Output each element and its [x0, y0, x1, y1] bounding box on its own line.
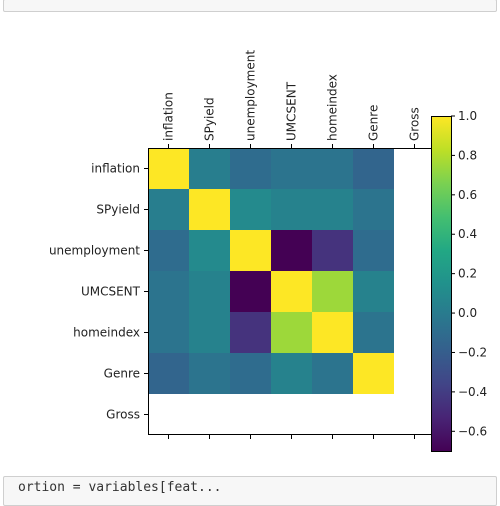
- heatmap-cell: [312, 230, 353, 271]
- x-tick-label: unemployment: [244, 50, 258, 141]
- heatmap-cell: [353, 230, 394, 271]
- colorbar-tick-label: −0.2: [458, 345, 487, 359]
- y-tick-label: UMCSENT: [81, 285, 141, 299]
- cell-output: inflation SPyield unemployment UMCSENT homei…: [49, 50, 487, 452]
- colorbar-tick-label: 0.0: [458, 306, 477, 320]
- x-tick-label: homeindex: [326, 74, 340, 141]
- heatmap-cell: [271, 353, 312, 394]
- heatmap-cell: [189, 271, 230, 312]
- colorbar-tick-label: −0.4: [458, 385, 487, 399]
- heatmap-cell: [230, 312, 271, 353]
- x-tick-label: UMCSENT: [285, 81, 299, 141]
- heatmap-cell: [312, 189, 353, 230]
- heatmap-cell: [230, 271, 271, 312]
- colorbar-tick-label: 0.4: [458, 227, 477, 241]
- heatmap-cell: [271, 189, 312, 230]
- colorbar: [431, 116, 452, 452]
- colorbar-tick-label: −0.6: [458, 424, 487, 438]
- heatmap-cell: [148, 271, 189, 312]
- colorbar-tick-label: 0.2: [458, 267, 477, 281]
- y-tick-label: SPyield: [96, 203, 140, 217]
- heatmap-cell: [148, 312, 189, 353]
- y-tick-label: unemployment: [49, 244, 140, 258]
- heatmap-cell: [148, 189, 189, 230]
- code-cell-top[interactable]: [3, 0, 497, 12]
- heatmap-cell: [148, 148, 189, 189]
- heatmap-cell: [271, 148, 312, 189]
- y-tick-label: homeindex: [73, 326, 140, 340]
- heatmap-cell: [230, 189, 271, 230]
- correlation-heatmap: inflation SPyield unemployment UMCSENT homei…: [49, 50, 487, 452]
- heatmap-cell: [230, 148, 271, 189]
- colorbar-ticks: 1.0 0.8 0.6 0.4 0.2 0.0 −0.2 −0.4 −0.6: [451, 109, 487, 438]
- heatmap-cell: [189, 353, 230, 394]
- code-line: ortion = variables[feat...: [18, 480, 222, 495]
- colorbar-tick-label: 1.0: [458, 109, 477, 123]
- heatmap-cell: [189, 230, 230, 271]
- heatmap-cell: [189, 312, 230, 353]
- heatmap-cell: [312, 271, 353, 312]
- x-tick-label: SPyield: [203, 97, 217, 141]
- heatmap-cell: [312, 148, 353, 189]
- y-tick-label: Genre: [104, 367, 140, 381]
- colorbar-tick-label: 0.6: [458, 188, 477, 202]
- y-tick-label: inflation: [91, 162, 140, 176]
- x-tick-label: inflation: [162, 92, 176, 141]
- heatmap-cell: [353, 353, 394, 394]
- heatmap-cell: [271, 312, 312, 353]
- heatmap-cell: [271, 230, 312, 271]
- x-tick-label: Gross: [408, 107, 422, 141]
- y-axis: inflation SPyield unemployment UMCSENT homei…: [49, 162, 439, 422]
- heatmap-cell: [353, 271, 394, 312]
- heatmap-cell: [271, 271, 312, 312]
- x-tick-label: Genre: [367, 105, 381, 141]
- heatmap-cell: [148, 353, 189, 394]
- x-axis: inflation SPyield unemployment UMCSENT homei…: [162, 50, 422, 439]
- y-tick-label: Gross: [106, 408, 140, 422]
- heatmap-cell: [353, 148, 394, 189]
- heatmap-cell: [189, 148, 230, 189]
- heatmap-cell: [189, 189, 230, 230]
- heatmap-cell: [353, 312, 394, 353]
- heatmap-cell: [230, 230, 271, 271]
- colorbar-tick-label: 0.8: [458, 148, 477, 162]
- heatmap-cell: [353, 189, 394, 230]
- heatmap-cells: [148, 148, 394, 394]
- heatmap-cell: [312, 353, 353, 394]
- heatmap-cell: [148, 230, 189, 271]
- heatmap-cell: [230, 353, 271, 394]
- heatmap-cell: [312, 312, 353, 353]
- code-cell-bottom[interactable]: ortion = variables[feat...: [3, 476, 497, 506]
